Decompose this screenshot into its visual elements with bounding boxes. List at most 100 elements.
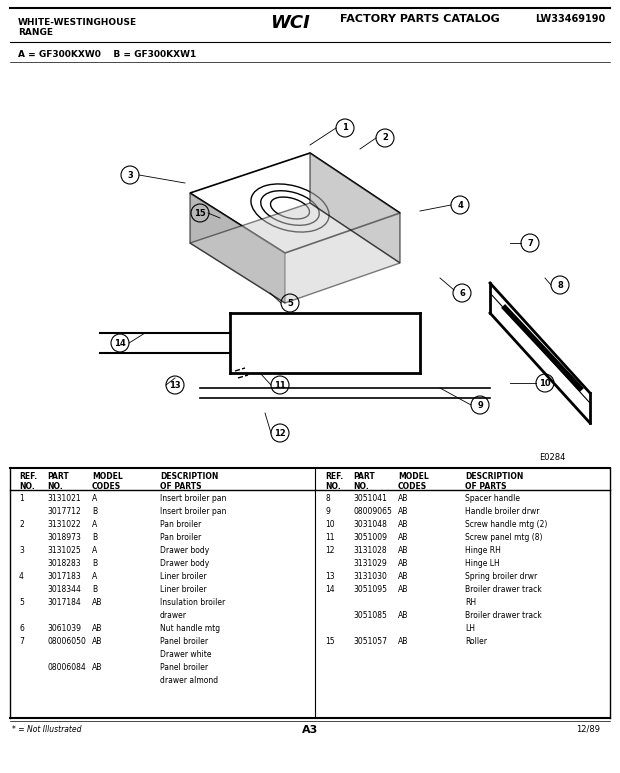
Text: 08009065: 08009065 [353, 507, 392, 516]
Text: 7: 7 [19, 637, 24, 646]
Text: A3: A3 [302, 725, 318, 735]
Text: Broiler drawer track: Broiler drawer track [465, 611, 542, 620]
Text: 3131021: 3131021 [47, 494, 81, 503]
Text: A: A [92, 572, 97, 581]
Text: Panel broiler: Panel broiler [160, 637, 208, 646]
Text: MODEL
CODES: MODEL CODES [92, 472, 123, 492]
Text: Broiler drawer track: Broiler drawer track [465, 585, 542, 594]
Text: AB: AB [398, 533, 409, 542]
Text: REF.
NO.: REF. NO. [19, 472, 37, 492]
Text: LH: LH [465, 624, 475, 633]
Text: AB: AB [398, 546, 409, 555]
Text: DESCRIPTION
OF PARTS: DESCRIPTION OF PARTS [465, 472, 523, 492]
Text: 7: 7 [527, 239, 533, 247]
Text: 2: 2 [19, 520, 24, 529]
Text: 3018973: 3018973 [47, 533, 81, 542]
Text: 3018283: 3018283 [47, 559, 81, 568]
Text: B: B [92, 585, 97, 594]
Text: 3051057: 3051057 [353, 637, 387, 646]
Text: 3018344: 3018344 [47, 585, 81, 594]
Text: 9: 9 [325, 507, 330, 516]
Polygon shape [190, 193, 285, 303]
Text: drawer almond: drawer almond [160, 676, 218, 685]
Text: Nut handle mtg: Nut handle mtg [160, 624, 220, 633]
Text: AB: AB [92, 663, 102, 672]
Text: E0284: E0284 [539, 453, 565, 462]
Text: 13: 13 [169, 380, 181, 390]
Text: 1: 1 [342, 124, 348, 132]
Text: 5: 5 [19, 598, 24, 607]
Text: 3051085: 3051085 [353, 611, 387, 620]
Polygon shape [310, 153, 400, 263]
Text: Insert broiler pan: Insert broiler pan [160, 494, 226, 503]
Text: AB: AB [398, 637, 409, 646]
Text: 15: 15 [325, 637, 335, 646]
Text: 10: 10 [539, 379, 551, 387]
Text: AB: AB [92, 598, 102, 607]
Text: Pan broiler: Pan broiler [160, 520, 202, 529]
Text: AB: AB [398, 507, 409, 516]
Text: WHITE-WESTINGHOUSE
RANGE: WHITE-WESTINGHOUSE RANGE [18, 18, 137, 37]
Text: 3051095: 3051095 [353, 585, 387, 594]
Text: 10: 10 [325, 520, 335, 529]
Text: 3131025: 3131025 [47, 546, 81, 555]
Text: Screw panel mtg (8): Screw panel mtg (8) [465, 533, 542, 542]
Text: 3017712: 3017712 [47, 507, 81, 516]
Text: Hinge RH: Hinge RH [465, 546, 501, 555]
Text: Pan broiler: Pan broiler [160, 533, 202, 542]
Text: B: B [92, 507, 97, 516]
Text: Spring broiler drwr: Spring broiler drwr [465, 572, 538, 581]
Text: Insulation broiler: Insulation broiler [160, 598, 225, 607]
Text: 12: 12 [274, 428, 286, 438]
Text: 15: 15 [194, 209, 206, 217]
Text: FACTORY PARTS CATALOG: FACTORY PARTS CATALOG [340, 14, 500, 24]
Text: Handle broiler drwr: Handle broiler drwr [465, 507, 539, 516]
Text: 8: 8 [557, 281, 563, 290]
Text: 3131022: 3131022 [47, 520, 81, 529]
Text: 3061039: 3061039 [47, 624, 81, 633]
Text: 6: 6 [459, 288, 465, 298]
Text: 3017183: 3017183 [47, 572, 81, 581]
Text: 3031048: 3031048 [353, 520, 387, 529]
Text: AB: AB [398, 559, 409, 568]
Text: Spacer handle: Spacer handle [465, 494, 520, 503]
Polygon shape [190, 203, 400, 303]
Text: 12/89: 12/89 [576, 725, 600, 734]
Text: LW33469190: LW33469190 [534, 14, 605, 24]
Text: 8: 8 [325, 494, 330, 503]
Text: 2: 2 [382, 134, 388, 142]
Text: AB: AB [398, 585, 409, 594]
Text: A = GF300KXW0    B = GF300KXW1: A = GF300KXW0 B = GF300KXW1 [18, 50, 197, 59]
Text: Drawer body: Drawer body [160, 546, 210, 555]
Text: 12: 12 [325, 546, 335, 555]
Text: 3: 3 [19, 546, 24, 555]
Text: Screw handle mtg (2): Screw handle mtg (2) [465, 520, 547, 529]
Text: 11: 11 [274, 380, 286, 390]
Text: Drawer body: Drawer body [160, 559, 210, 568]
Text: DESCRIPTION
OF PARTS: DESCRIPTION OF PARTS [160, 472, 218, 492]
Text: RH: RH [465, 598, 476, 607]
Text: Insert broiler pan: Insert broiler pan [160, 507, 226, 516]
Text: AB: AB [398, 494, 409, 503]
Text: 9: 9 [477, 400, 483, 410]
Text: drawer: drawer [160, 611, 187, 620]
Text: WCI: WCI [270, 14, 310, 32]
Text: 6: 6 [19, 624, 24, 633]
Text: B: B [92, 533, 97, 542]
Text: A: A [92, 494, 97, 503]
Text: REF.
NO.: REF. NO. [325, 472, 343, 492]
Text: 08006050: 08006050 [47, 637, 86, 646]
Text: 13: 13 [325, 572, 335, 581]
Text: B: B [92, 559, 97, 568]
Text: AB: AB [398, 611, 409, 620]
Text: 14: 14 [114, 339, 126, 348]
Text: AB: AB [92, 624, 102, 633]
Text: * = Not Illustrated: * = Not Illustrated [12, 725, 81, 734]
Text: 3017184: 3017184 [47, 598, 81, 607]
Text: AB: AB [398, 520, 409, 529]
Text: PART
NO.: PART NO. [47, 472, 69, 492]
Text: Roller: Roller [465, 637, 487, 646]
Text: Liner broiler: Liner broiler [160, 572, 206, 581]
Text: 5: 5 [287, 298, 293, 308]
Text: 4: 4 [19, 572, 24, 581]
